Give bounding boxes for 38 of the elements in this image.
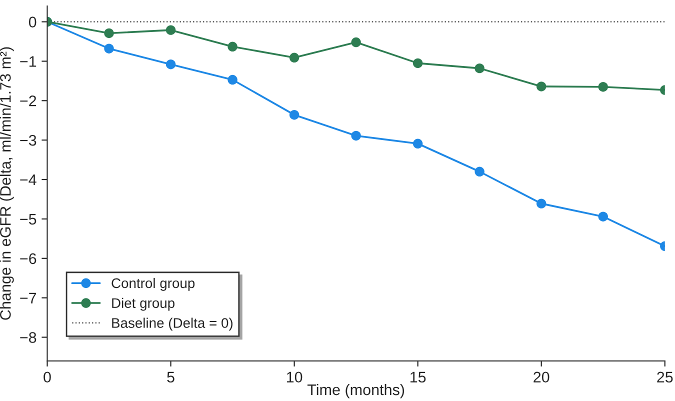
point — [412, 138, 423, 148]
y-tick-label: −5 — [20, 214, 36, 225]
x-tick-label: 10 — [286, 372, 302, 383]
point — [104, 28, 114, 38]
point — [536, 198, 546, 208]
point — [474, 63, 484, 74]
y-tick-label: −6 — [20, 253, 36, 264]
y-tick-label: −1 — [20, 56, 36, 67]
y-tick-label: −4 — [20, 174, 36, 186]
point — [474, 166, 484, 176]
point — [598, 82, 608, 92]
y-tick-label: −2 — [20, 96, 36, 106]
point — [166, 60, 176, 70]
point — [228, 74, 238, 85]
x-axis-title: Time (months) — [307, 384, 404, 398]
point — [289, 52, 300, 63]
point — [412, 58, 423, 68]
x-tick-label: 25 — [657, 372, 673, 383]
point — [351, 37, 361, 48]
y-tick-label: −8 — [20, 332, 36, 343]
point — [598, 212, 608, 222]
y-axis-title: Change in eGFR (Delta, ml/min/1.73 m²) — [0, 47, 14, 320]
x-tick-label: 15 — [410, 372, 426, 383]
point — [166, 25, 176, 35]
x-tick-label: 5 — [167, 372, 174, 383]
point — [351, 130, 361, 141]
legend-label: Control group — [112, 278, 195, 291]
y-tick-label: −3 — [20, 134, 36, 146]
x-tick-label: 20 — [534, 372, 550, 383]
point — [289, 110, 300, 120]
point — [536, 82, 546, 92]
legend-label: Diet group — [112, 298, 174, 311]
point — [104, 44, 114, 54]
y-tick-label: 0 — [28, 16, 36, 28]
x-tick-label: 0 — [44, 372, 51, 383]
y-tick-label: −7 — [20, 292, 36, 304]
point — [228, 42, 238, 52]
legend-label: Baseline (Delta = 0) — [112, 318, 232, 331]
